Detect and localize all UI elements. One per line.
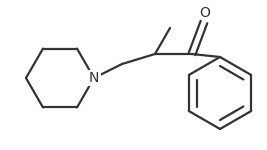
- Text: O: O: [199, 6, 210, 20]
- Text: N: N: [89, 71, 99, 85]
